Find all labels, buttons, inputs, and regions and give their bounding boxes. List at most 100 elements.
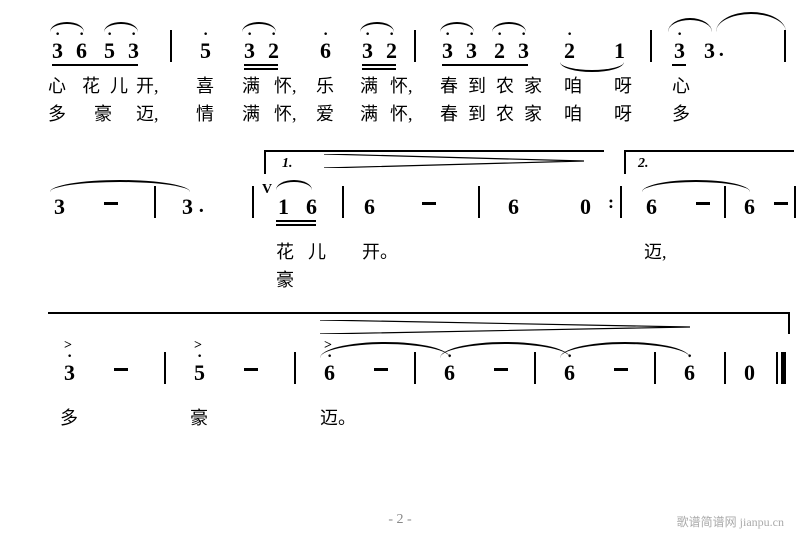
note: 3 xyxy=(182,194,193,220)
duration-dash xyxy=(696,202,710,205)
barline xyxy=(294,352,296,384)
accent-mark: > xyxy=(64,338,72,354)
lyric: 呀 xyxy=(614,72,632,98)
beam-line xyxy=(672,64,686,66)
lyric: 迈, xyxy=(644,238,667,264)
slur xyxy=(360,22,394,32)
lyric: 开, xyxy=(136,72,159,98)
duration-dash xyxy=(104,202,118,205)
beam-line xyxy=(362,64,396,66)
lyric: 怀, xyxy=(274,72,297,98)
lyric: 情 xyxy=(196,100,214,126)
beam-line xyxy=(276,220,316,222)
slur xyxy=(440,342,570,358)
lyric: 咱 xyxy=(564,72,582,98)
barline xyxy=(794,186,796,218)
lyric: 满 xyxy=(360,100,378,126)
duration-dash xyxy=(244,368,258,371)
slur xyxy=(242,22,276,32)
lyric: 迈。 xyxy=(320,404,356,430)
lyric: 花 xyxy=(82,72,100,98)
lyric: 豪 xyxy=(276,266,294,292)
note: 1 xyxy=(614,38,625,64)
slur xyxy=(320,342,450,358)
octave-dot: · xyxy=(203,26,208,44)
lyric: 迈, xyxy=(136,100,159,126)
note: 6 xyxy=(306,194,317,220)
slur xyxy=(50,180,190,192)
slur xyxy=(560,342,690,358)
barline xyxy=(650,30,652,62)
note: 0 xyxy=(744,360,755,386)
beam-line xyxy=(52,64,138,66)
octave-dot: · xyxy=(567,26,572,44)
barline xyxy=(164,352,166,384)
lyric: 到 xyxy=(468,72,486,98)
lyric: 满 xyxy=(242,100,260,126)
barline xyxy=(170,30,172,62)
hairpin xyxy=(324,154,584,168)
beam-line xyxy=(276,224,316,226)
lyric: 儿 xyxy=(308,238,326,264)
barline xyxy=(414,30,416,62)
duration-dash xyxy=(614,368,628,371)
notes-row-3: 3·>5·>6·>6·6·6·0 xyxy=(24,342,776,402)
duration-dash xyxy=(422,202,436,205)
watermark-text: 歌谱简谱网 jianpu.cn xyxy=(677,513,784,530)
slur xyxy=(492,22,526,32)
dotted-note-dot: · xyxy=(198,200,205,223)
lyric: 家 xyxy=(524,100,542,126)
lyric: 农 xyxy=(496,72,514,98)
lyric: 满 xyxy=(242,72,260,98)
slur xyxy=(104,22,138,32)
continuation-line xyxy=(48,312,788,314)
lyrics-row-2a: 花儿 开。 迈, xyxy=(24,236,776,264)
lyric: 爱 xyxy=(316,100,334,126)
note: 6 xyxy=(646,194,657,220)
lyric: 豪 xyxy=(190,404,208,430)
slur xyxy=(276,180,312,190)
lyric: 心 xyxy=(672,72,690,98)
lyric: 豪 xyxy=(94,100,112,126)
lyric: 心 xyxy=(48,72,66,98)
slur xyxy=(50,22,84,32)
duration-dash xyxy=(114,368,128,371)
barline xyxy=(252,186,254,218)
notes-row-2: 331666066·V1.2.: xyxy=(24,176,776,236)
breath-mark: V xyxy=(262,182,272,198)
continuation-line-drop xyxy=(788,312,790,334)
note: 3 xyxy=(704,38,715,64)
lyric: 满 xyxy=(360,72,378,98)
barline xyxy=(724,352,726,384)
lyric: 咱 xyxy=(564,100,582,126)
lyric: 怀, xyxy=(390,72,413,98)
note: 1 xyxy=(278,194,289,220)
lyric: 怀, xyxy=(274,100,297,126)
lyric: 到 xyxy=(468,100,486,126)
barline xyxy=(478,186,480,218)
lyric: 春 xyxy=(440,100,458,126)
lyrics-row-2b: 豪 xyxy=(24,264,776,292)
lyric: 花 xyxy=(276,238,294,264)
duration-dash xyxy=(494,368,508,371)
volta-label-1: 1. xyxy=(282,156,293,172)
lyrics-row-1b: 多豪迈,情满怀,爱满怀,春到农家咱呀多 xyxy=(24,98,776,126)
lyric: 开。 xyxy=(362,238,398,264)
music-sheet: 3·6·5·3·5·3·2·6·3·2·3·3·2·3·2·13·3· 心花儿开… xyxy=(0,0,800,458)
note: 6 xyxy=(744,194,755,220)
lyric: 呀 xyxy=(614,100,632,126)
duration-dash xyxy=(374,368,388,371)
duration-dash xyxy=(774,202,788,205)
barline xyxy=(342,186,344,218)
lyric: 喜 xyxy=(196,72,214,98)
lyric: 春 xyxy=(440,72,458,98)
tie-to-next-line xyxy=(716,12,786,32)
repeat-sign: : xyxy=(608,192,614,213)
barline xyxy=(620,186,622,218)
dotted-note-dot: · xyxy=(718,44,725,67)
staff-line-2: 331666066·V1.2.: 花儿开。迈, 豪 xyxy=(24,176,776,292)
lyric: 家 xyxy=(524,72,542,98)
lyric: 怀, xyxy=(390,100,413,126)
lyric: 儿 xyxy=(110,72,128,98)
lyric: 乐 xyxy=(316,72,334,98)
